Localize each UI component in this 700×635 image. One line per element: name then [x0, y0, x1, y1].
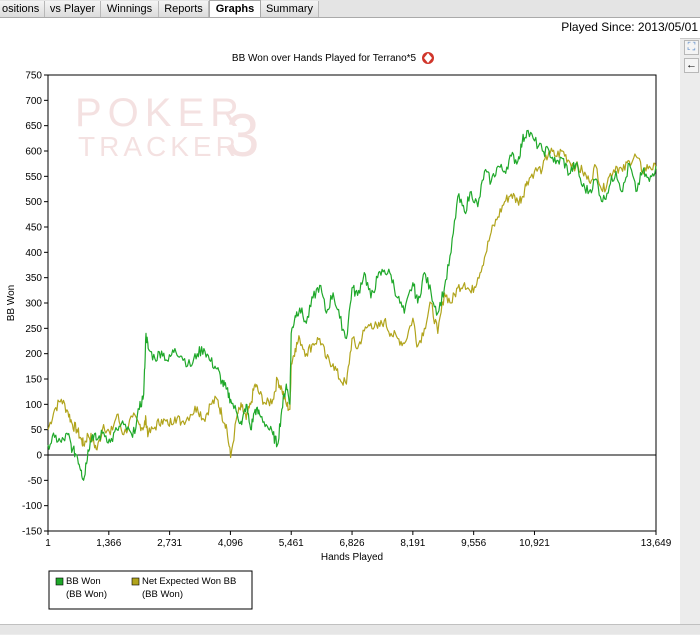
tab-vs-player[interactable]: vs Player — [45, 1, 101, 17]
legend-box — [48, 570, 253, 610]
y-tick-label: 550 — [25, 172, 42, 183]
back-button[interactable]: ← — [684, 58, 699, 73]
tab-reports[interactable]: Reports — [159, 1, 209, 17]
graph-panel: POKER TRACKER 3 BB Won over Hands Played… — [0, 38, 680, 630]
chart-title: BB Won over Hands Played for Terrano*5 — [232, 53, 417, 64]
y-tick-label: 600 — [25, 147, 42, 158]
tab-bar: ositions vs Player Winnings Reports Grap… — [0, 0, 700, 18]
arrow-left-icon: ← — [686, 59, 697, 71]
x-axis: 1 1,366 2,731 4,096 5,461 6,826 8,191 9,556 10,9… — [45, 531, 672, 549]
legend-swatch-net-expected — [131, 577, 140, 586]
y-tick-label: 350 — [25, 273, 42, 284]
tab-graphs[interactable]: Graphs — [209, 0, 261, 17]
legend: BB Won (BB Won) Net Expected Won BB (BB … — [48, 570, 253, 610]
x-tick-label: 10,921 — [519, 538, 550, 549]
x-tick-label: 1 — [45, 538, 51, 549]
poker-tracker-watermark: POKER TRACKER 3 — [75, 91, 259, 169]
watermark-line2: TRACKER — [78, 131, 240, 162]
y-tick-label: 400 — [25, 248, 42, 259]
y-tick-label: 0 — [36, 451, 42, 462]
x-tick-label: 1,366 — [96, 538, 121, 549]
tab-positions[interactable]: ositions — [0, 1, 45, 17]
played-since-label: Played Since: 2013/05/01 — [561, 20, 698, 34]
y-tick-label: 50 — [31, 425, 43, 436]
series-line-bb-won — [47, 129, 657, 481]
x-tick-label: 13,649 — [641, 538, 672, 549]
y-tick-label: -50 — [28, 476, 43, 487]
y-tick-label: 650 — [25, 121, 42, 132]
legend-swatch-bb-won — [55, 577, 64, 586]
y-axis-label: BB Won — [6, 285, 17, 322]
series-lines — [47, 129, 657, 481]
y-tick-label: 500 — [25, 197, 42, 208]
x-tick-label: 4,096 — [218, 538, 243, 549]
expand-icon: ⛶ — [687, 41, 696, 53]
watermark-mark: 3 — [226, 102, 259, 169]
y-tick-label: 450 — [25, 223, 42, 234]
x-tick-label: 9,556 — [461, 538, 486, 549]
legend-label-net-expected: Net Expected Won BB — [142, 576, 236, 587]
y-tick-label: 750 — [25, 71, 42, 82]
y-tick-label: 150 — [25, 375, 42, 386]
y-tick-label: -100 — [22, 501, 42, 512]
y-axis: -150 -100 -50 0 50 100 150 200 250 300 350 400 450 50… — [22, 71, 48, 538]
watermark-line1: POKER — [75, 91, 245, 135]
legend-sub-bb-won: (BB Won) — [66, 589, 107, 600]
legend-label-bb-won: BB Won — [66, 576, 101, 587]
tab-winnings[interactable]: Winnings — [101, 1, 159, 17]
x-tick-label: 5,461 — [279, 538, 304, 549]
tab-summary[interactable]: Summary — [261, 1, 319, 17]
x-tick-label: 8,191 — [400, 538, 425, 549]
y-tick-label: 200 — [25, 349, 42, 360]
y-tick-label: 100 — [25, 400, 42, 411]
header-strip: Played Since: 2013/05/01 — [0, 18, 700, 39]
y-tick-label: 300 — [25, 299, 42, 310]
x-axis-label: Hands Played — [321, 552, 383, 563]
x-tick-label: 6,826 — [340, 538, 365, 549]
bb-won-chart: POKER TRACKER 3 BB Won over Hands Played… — [6, 52, 672, 610]
x-tick-label: 2,731 — [157, 538, 182, 549]
poker-chip-icon — [422, 52, 434, 64]
y-tick-label: 250 — [25, 324, 42, 335]
series-line-net-expected — [47, 147, 657, 459]
status-strip — [0, 624, 700, 634]
legend-sub-net-expected: (BB Won) — [142, 589, 183, 600]
y-tick-label: 700 — [25, 96, 42, 107]
expand-button[interactable]: ⛶ — [684, 40, 699, 55]
y-tick-label: -150 — [22, 527, 42, 538]
